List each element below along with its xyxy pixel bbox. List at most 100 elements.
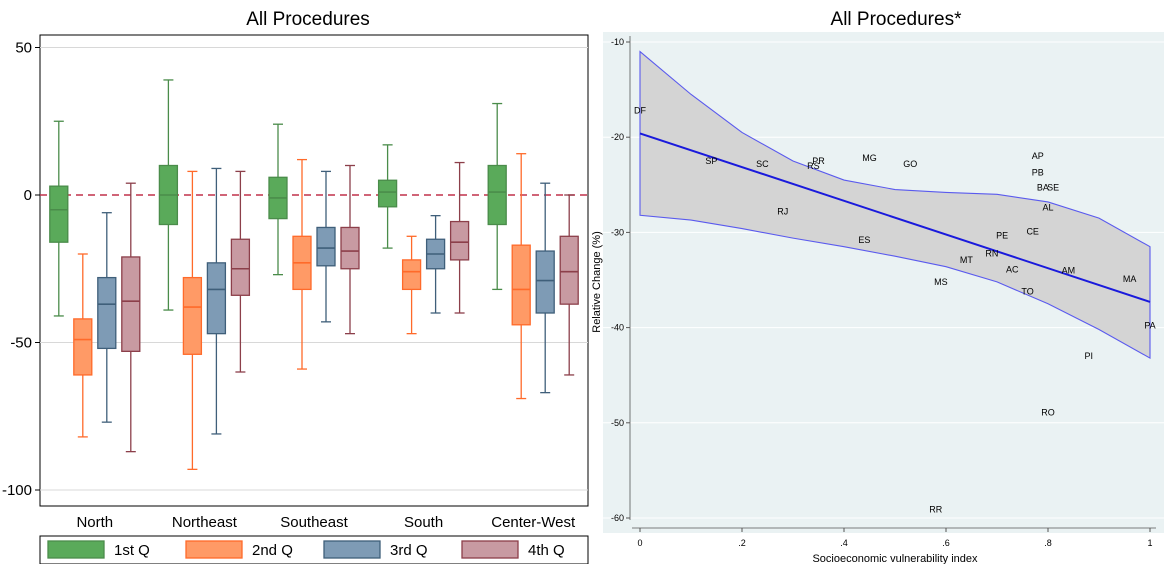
box-plot-title: All Procedures	[246, 9, 370, 30]
box-body	[182, 276, 203, 355]
y-tick-label: -60	[611, 513, 624, 523]
box-4th-q	[449, 161, 470, 314]
scatter-x-axis-label: Socioeconomic vulnerability index	[812, 553, 978, 564]
box-1st-q	[49, 120, 69, 317]
box-3rd-q	[316, 170, 336, 323]
x-tick-label: .4	[840, 538, 848, 548]
box-1st-q	[487, 102, 507, 291]
state-point-label: AL	[1042, 203, 1053, 213]
x-tick-label: .6	[942, 538, 950, 548]
state-point-label: AP	[1032, 151, 1044, 161]
y-tick-label: 0	[24, 187, 32, 204]
y-tick-label: 50	[15, 40, 32, 57]
x-tick-label: 1	[1147, 538, 1152, 548]
box-body	[49, 185, 69, 243]
box-1st-q	[377, 144, 398, 249]
box-body	[97, 276, 117, 350]
box-body	[316, 226, 336, 267]
state-point-label: PB	[1032, 167, 1044, 177]
box-4th-q	[559, 194, 579, 376]
box-body	[559, 235, 579, 305]
box-4th-q	[121, 182, 141, 453]
scatter-title: All Procedures*	[831, 9, 963, 30]
box-body	[340, 226, 360, 270]
legend-swatch	[185, 540, 243, 559]
legend-label: 2nd Q	[252, 542, 293, 559]
box-2nd-q	[73, 253, 93, 438]
box-4th-q	[340, 164, 360, 335]
state-point-label: RS	[807, 161, 820, 171]
y-tick-label: -30	[611, 227, 624, 237]
box-plot-chart: All Procedures 50 0 -50 -100 North Northeast…	[2, 9, 589, 564]
state-point-label: AC	[1006, 265, 1019, 275]
state-point-label: PE	[996, 230, 1008, 240]
box-body	[449, 220, 470, 261]
fit-line	[639, 132, 1151, 303]
y-tick-label: -50	[10, 335, 32, 352]
state-point-label: MS	[934, 277, 948, 287]
box-1st-q	[268, 123, 288, 276]
y-tick-label: -40	[611, 323, 624, 333]
state-point-label: PA	[1144, 321, 1155, 331]
state-point-label: MG	[862, 153, 877, 163]
state-point-label: DF	[634, 106, 646, 116]
state-point-label: MA	[1123, 274, 1137, 284]
state-point-label: SE	[1047, 183, 1059, 193]
legend-swatch	[461, 540, 519, 559]
box-body	[487, 164, 507, 226]
state-point-label: GO	[903, 159, 917, 169]
box-3rd-q	[425, 214, 446, 314]
state-point-label: RN	[985, 248, 998, 258]
legend-swatch	[47, 540, 105, 559]
box-3rd-q	[535, 182, 555, 394]
x-category-label: Center-West	[491, 514, 576, 531]
box-2nd-q	[511, 153, 531, 400]
state-point-label: ES	[858, 235, 870, 245]
box-2nd-q	[292, 158, 312, 370]
confidence-band	[639, 50, 1151, 360]
x-tick-label: .8	[1044, 538, 1052, 548]
legend-label: 1st Q	[114, 542, 150, 559]
state-point-label: TO	[1021, 286, 1033, 296]
y-tick-label: -100	[2, 482, 32, 499]
legend-label: 4th Q	[528, 542, 565, 559]
box-1st-q	[158, 79, 179, 311]
state-point-label: RR	[929, 504, 942, 514]
x-tick-label: .2	[738, 538, 746, 548]
y-tick-label: -20	[611, 132, 624, 142]
box-body	[206, 262, 227, 335]
state-point-label: PR	[812, 156, 825, 166]
state-point-label: SP	[705, 156, 717, 166]
box-2nd-q	[401, 235, 422, 335]
x-tick-label: 0	[637, 538, 642, 548]
y-tick-label: -10	[611, 37, 624, 47]
state-point-label: CE	[1026, 226, 1039, 236]
state-point-label: AM	[1062, 265, 1076, 275]
box-body	[121, 256, 141, 353]
box-2nd-q	[182, 170, 203, 471]
x-category-label: North	[76, 514, 113, 531]
box-3rd-q	[206, 167, 227, 435]
state-point-label: MT	[960, 255, 973, 265]
state-point-label: RJ	[777, 206, 788, 216]
y-tick-label: -50	[611, 418, 624, 428]
state-point-label: RO	[1041, 407, 1055, 417]
state-point-label: SC	[756, 159, 769, 169]
box-body	[377, 179, 398, 208]
box-body	[401, 259, 422, 291]
x-category-label: South	[404, 514, 443, 531]
legend-swatch	[323, 540, 381, 559]
state-point-label: PI	[1085, 351, 1094, 361]
box-4th-q	[230, 170, 251, 373]
x-category-label: Northeast	[172, 514, 238, 531]
legend-label: 3rd Q	[390, 542, 428, 559]
box-3rd-q	[97, 212, 117, 423]
box-body	[230, 238, 251, 296]
box-body	[535, 250, 555, 314]
x-category-label: Southeast	[280, 514, 348, 531]
box-body	[511, 244, 531, 326]
box-body	[73, 318, 93, 376]
scatter-y-axis-label: Relative Change (%)	[591, 231, 603, 333]
